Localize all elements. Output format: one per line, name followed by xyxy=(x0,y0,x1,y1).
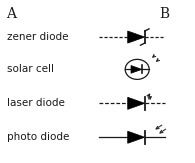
Text: solar cell: solar cell xyxy=(6,64,53,74)
Text: laser diode: laser diode xyxy=(6,98,64,108)
Polygon shape xyxy=(128,31,145,43)
Polygon shape xyxy=(128,131,145,143)
Text: zener diode: zener diode xyxy=(6,32,68,42)
Text: A: A xyxy=(6,7,17,21)
Polygon shape xyxy=(128,97,145,109)
Polygon shape xyxy=(131,66,142,73)
Text: B: B xyxy=(160,7,170,21)
Text: photo diode: photo diode xyxy=(6,132,69,142)
